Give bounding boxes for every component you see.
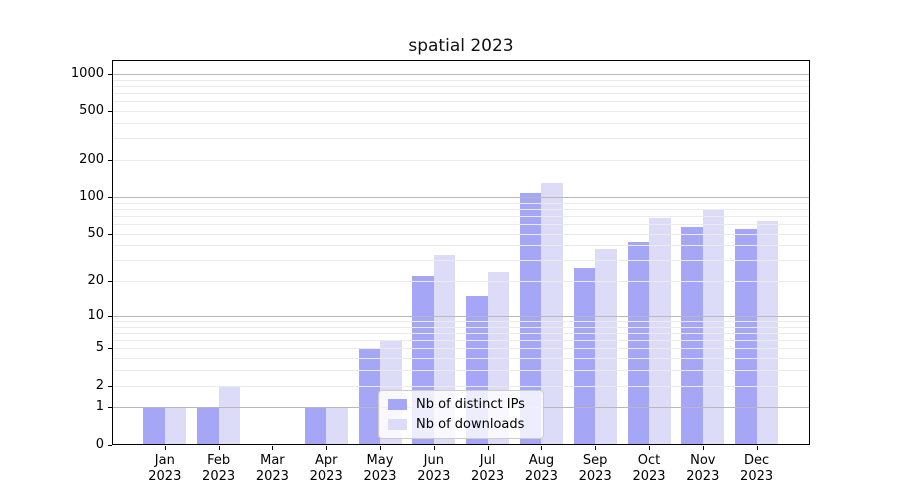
bar-downloads-dec — [756, 221, 779, 444]
gridline-major-1000 — [113, 73, 809, 75]
x-tick-label-feb: Feb 2023 — [202, 453, 236, 484]
gridline-minor-7 — [113, 332, 809, 334]
x-tick-label-sep: Sep 2023 — [578, 453, 612, 484]
x-tick-mark-feb — [218, 446, 220, 450]
bar-ips-oct — [627, 241, 649, 444]
gridline-major-100 — [113, 196, 809, 198]
gridline-minor-60 — [113, 224, 809, 225]
x-tick-label-aug: Aug 2023 — [524, 453, 558, 484]
gridline-minor-9 — [113, 321, 809, 322]
gridline-major-10 — [113, 315, 809, 317]
gridline-minor-2 — [113, 385, 809, 387]
y-tick-label-500: 500 — [79, 103, 104, 119]
y-tick-label-5: 5 — [95, 340, 104, 356]
legend-swatch-downloads — [388, 419, 407, 430]
x-tick-label-may: May 2023 — [363, 453, 397, 484]
x-tick-mark-aug — [541, 446, 543, 450]
x-tick-label-jun: Jun 2023 — [417, 453, 451, 484]
x-tick-label-nov: Nov 2023 — [686, 453, 720, 484]
y-tick-label-50: 50 — [87, 225, 104, 241]
bar-ips-aug — [519, 192, 542, 444]
x-tick-mark-mar — [272, 446, 274, 450]
gridline-minor-50 — [113, 233, 809, 235]
gridline-minor-600 — [113, 101, 809, 103]
gridline-minor-400 — [113, 123, 809, 124]
gridline-minor-40 — [113, 245, 809, 247]
gridline-minor-500 — [113, 111, 809, 113]
y-tick-label-10: 10 — [87, 307, 104, 323]
x-tick-label-jan: Jan 2023 — [148, 453, 182, 484]
bar-downloads-aug — [541, 183, 563, 444]
x-tick-label-oct: Oct 2023 — [632, 453, 666, 484]
x-tick-mark-nov — [702, 446, 704, 450]
gridline-minor-700 — [113, 93, 809, 95]
gridline-minor-70 — [113, 215, 809, 217]
gridline-minor-900 — [113, 79, 809, 81]
gridline-minor-8 — [113, 326, 809, 328]
gridline-minor-80 — [113, 208, 809, 210]
grid-layer — [113, 61, 809, 444]
y-tick-label-1000: 1000 — [70, 65, 104, 81]
gridline-minor-6 — [113, 340, 809, 342]
chart-title: spatial 2023 — [408, 36, 514, 56]
gridline-minor-30 — [113, 260, 809, 262]
legend-row-downloads: Nb of downloads — [388, 417, 534, 432]
legend-row-distinct-ips: Nb of distinct IPs — [388, 397, 534, 412]
bar-ips-sep — [573, 267, 596, 444]
gridline-minor-4 — [113, 358, 809, 360]
bar-ips-nov — [681, 226, 703, 444]
bar-ips-apr — [304, 407, 327, 444]
x-tick-mark-jan — [164, 446, 166, 450]
plot-area — [112, 60, 810, 445]
bar-downloads-oct — [649, 218, 671, 444]
y-tick-label-20: 20 — [87, 273, 104, 289]
x-tick-mark-jun — [433, 446, 435, 450]
bar-ips-may — [358, 348, 380, 444]
x-tick-mark-sep — [595, 446, 597, 450]
gridline-minor-200 — [113, 160, 809, 162]
y-tick-label-2: 2 — [95, 377, 104, 393]
legend: Nb of distinct IPs Nb of downloads — [378, 390, 544, 439]
legend-swatch-distinct-ips — [388, 399, 407, 410]
gridline-minor-5 — [113, 348, 809, 350]
bar-ips-dec — [735, 228, 757, 444]
x-tick-mark-dec — [756, 446, 758, 450]
x-tick-label-apr: Apr 2023 — [309, 453, 343, 484]
x-tick-mark-oct — [649, 446, 650, 450]
bar-downloads-jan — [164, 407, 187, 444]
gridline-minor-300 — [113, 138, 809, 140]
y-tick-label-1: 1 — [95, 399, 104, 415]
x-tick-mark-apr — [326, 446, 328, 450]
x-tick-mark-jul — [487, 446, 489, 450]
y-tick-label-100: 100 — [79, 188, 104, 204]
gridline-minor-800 — [113, 85, 809, 87]
x-tick-label-dec: Dec 2023 — [740, 453, 774, 484]
gridline-minor-90 — [113, 202, 809, 204]
legend-label-distinct-ips: Nb of distinct IPs — [416, 397, 525, 412]
bar-downloads-feb — [218, 385, 241, 444]
x-tick-label-mar: Mar 2023 — [255, 453, 289, 484]
y-tick-label-200: 200 — [79, 152, 104, 168]
bar-downloads-sep — [595, 249, 617, 444]
legend-label-downloads: Nb of downloads — [416, 417, 525, 432]
x-tick-label-jul: Jul 2023 — [471, 453, 505, 484]
bar-ips-feb — [197, 407, 219, 444]
bars-layer — [113, 61, 809, 444]
x-tick-mark-may — [380, 446, 381, 450]
gridline-minor-20 — [113, 281, 809, 283]
bar-downloads-apr — [326, 407, 348, 444]
gridline-minor-3 — [113, 370, 809, 372]
bar-ips-jan — [143, 407, 165, 444]
y-tick-label-0: 0 — [95, 436, 104, 452]
